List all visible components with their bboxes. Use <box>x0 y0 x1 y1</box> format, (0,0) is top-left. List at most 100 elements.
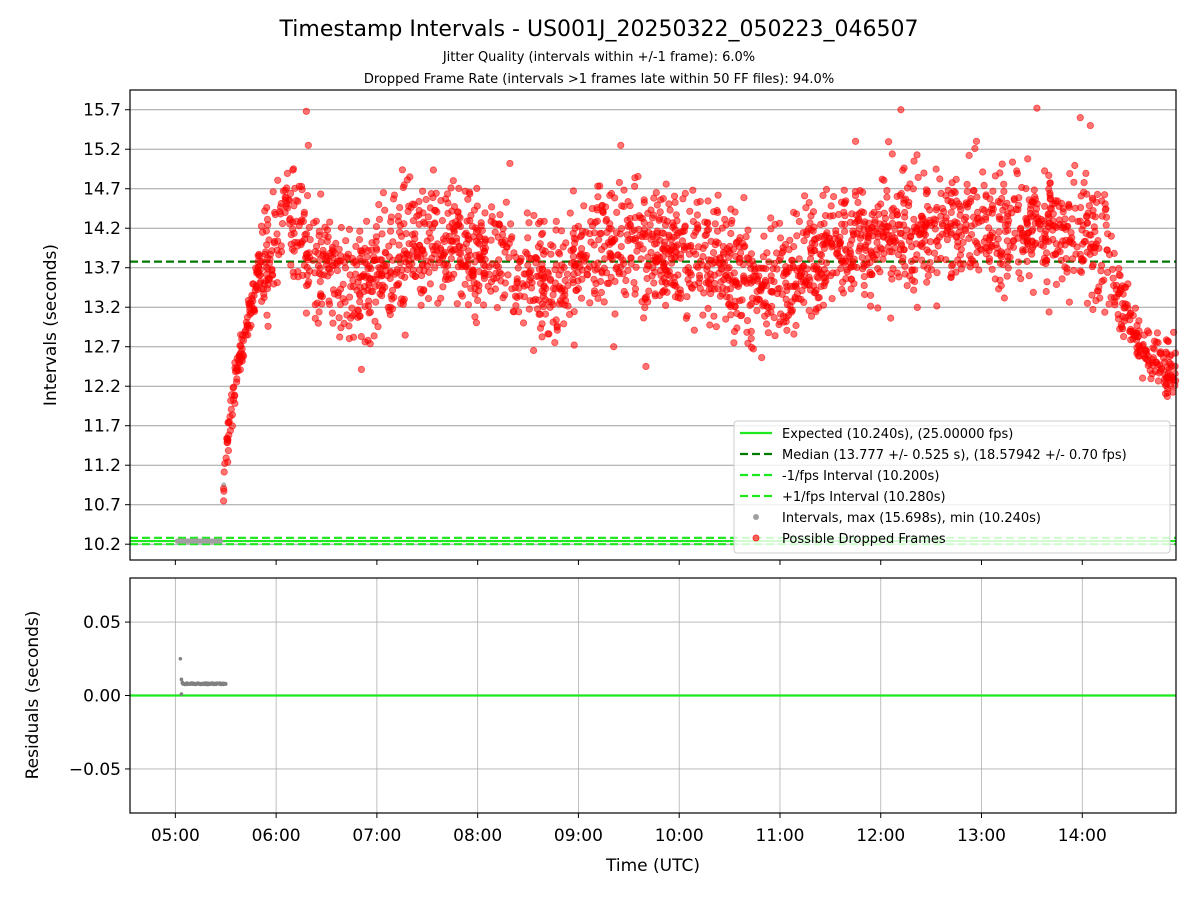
dropped-frame-point <box>916 230 924 238</box>
dropped-frame-point <box>365 262 374 270</box>
dropped-frame-point <box>774 285 782 293</box>
dropped-frame-point <box>302 107 310 115</box>
dropped-frame-point <box>513 275 521 283</box>
dropped-frame-point <box>242 318 250 326</box>
dropped-frame-point <box>1154 377 1163 385</box>
dropped-frame-point <box>602 215 611 223</box>
dropped-frame-point <box>497 277 505 285</box>
dropped-frame-point <box>260 293 268 302</box>
dropped-frame-point <box>315 227 323 235</box>
legend: Expected (10.240s), (25.00000 fps) Media… <box>733 420 1171 554</box>
dropped-frame-point <box>779 244 787 252</box>
dropped-frame-point <box>711 241 719 249</box>
dropped-frame-point <box>1056 220 1064 228</box>
residual-point <box>183 681 188 686</box>
dropped-frame-point <box>326 252 335 260</box>
dropped-frame-point <box>1082 169 1090 177</box>
dropped-frame-point <box>911 277 919 286</box>
dropped-frame-point <box>1090 223 1098 231</box>
dropped-frame-point <box>461 280 469 288</box>
dropped-frame-point <box>346 271 354 279</box>
dropped-frame-point <box>1115 289 1123 297</box>
dropped-frame-point <box>689 186 697 194</box>
dropped-frame-point <box>447 184 455 192</box>
dropped-frame-point <box>561 276 569 284</box>
dropped-frame-point <box>395 241 403 249</box>
dropped-frame-point <box>1135 327 1143 335</box>
dropped-frame-point <box>822 185 831 193</box>
dropped-frame-point <box>971 220 979 228</box>
dropped-frame-point <box>627 254 635 262</box>
dropped-frame-point <box>691 228 700 236</box>
dropped-frame-point <box>716 292 725 300</box>
dropped-frame-point <box>727 229 735 238</box>
dropped-frame-point <box>1003 199 1011 207</box>
dropped-frame-point <box>739 239 747 247</box>
dropped-frame-point <box>762 265 770 273</box>
dropped-frame-point <box>767 214 775 222</box>
dropped-frame-point <box>1121 300 1129 308</box>
dropped-frame-point <box>514 264 522 272</box>
dropped-frame-point <box>706 321 714 329</box>
dropped-frame-point <box>293 239 302 247</box>
dropped-frame-point <box>289 225 297 233</box>
dropped-frame-point <box>786 236 794 244</box>
dropped-frame-point <box>613 208 621 216</box>
dropped-frame-point <box>398 166 406 174</box>
dropped-frame-point <box>994 285 1003 293</box>
dropped-frame-point <box>670 253 678 261</box>
dropped-frame-point <box>855 217 863 225</box>
dropped-frame-point <box>776 318 784 326</box>
dropped-frame-point <box>498 230 507 239</box>
dropped-frame-point <box>329 319 337 327</box>
dropped-frame-point <box>1014 201 1023 209</box>
dropped-frame-point <box>356 298 364 306</box>
dropped-frame-point <box>429 166 437 174</box>
intervals-y-tick-label: 15.7 <box>83 101 121 121</box>
intervals-points <box>220 104 1180 505</box>
dropped-frame-point <box>1145 329 1153 337</box>
dropped-frame-point <box>1105 251 1114 259</box>
dropped-frame-point <box>1006 242 1014 250</box>
dropped-frame-point <box>480 261 488 269</box>
dropped-frame-point <box>317 238 325 246</box>
dropped-frame-point <box>491 285 499 293</box>
dropped-frame-point <box>888 275 896 283</box>
dropped-frame-point <box>665 248 674 256</box>
dropped-frame-point <box>792 283 800 291</box>
dropped-frame-point <box>1116 272 1124 280</box>
dropped-frame-point <box>1052 280 1061 288</box>
dropped-frame-point <box>1153 329 1162 337</box>
dropped-frame-point <box>903 281 911 290</box>
dropped-frame-point <box>321 231 329 239</box>
dropped-frame-point <box>840 186 848 194</box>
intervals-y-tick-label: 13.2 <box>83 298 121 318</box>
dropped-frame-point <box>847 275 855 283</box>
dropped-frame-point <box>481 238 489 246</box>
dropped-frame-point <box>687 271 695 279</box>
dropped-frame-point <box>665 233 673 241</box>
dropped-frame-point <box>495 256 503 264</box>
dropped-frame-point <box>542 284 550 293</box>
dropped-frame-point <box>268 247 276 255</box>
dropped-frame-point <box>674 229 682 237</box>
dropped-frame-point <box>306 236 314 244</box>
dropped-frame-point <box>810 262 818 270</box>
dropped-frame-point <box>1085 231 1094 239</box>
dropped-frame-point <box>578 275 586 283</box>
dropped-frame-point <box>860 290 869 299</box>
dropped-frame-point <box>923 202 932 211</box>
dropped-frame-point <box>302 309 310 317</box>
dropped-frame-point <box>612 229 621 237</box>
legend-label-plus-fps: +1/fps Interval (10.280s) <box>782 490 946 505</box>
dropped-frame-point <box>461 231 469 239</box>
dropped-frame-point <box>699 253 707 261</box>
dropped-frame-point <box>600 298 608 306</box>
dropped-frame-point <box>859 208 868 217</box>
dropped-frame-point <box>605 279 613 287</box>
dropped-frame-point <box>434 299 442 307</box>
dropped-frame-point <box>722 315 730 323</box>
dropped-frame-point <box>914 173 922 181</box>
dropped-frame-point <box>648 272 656 280</box>
dropped-frame-point <box>788 256 796 264</box>
